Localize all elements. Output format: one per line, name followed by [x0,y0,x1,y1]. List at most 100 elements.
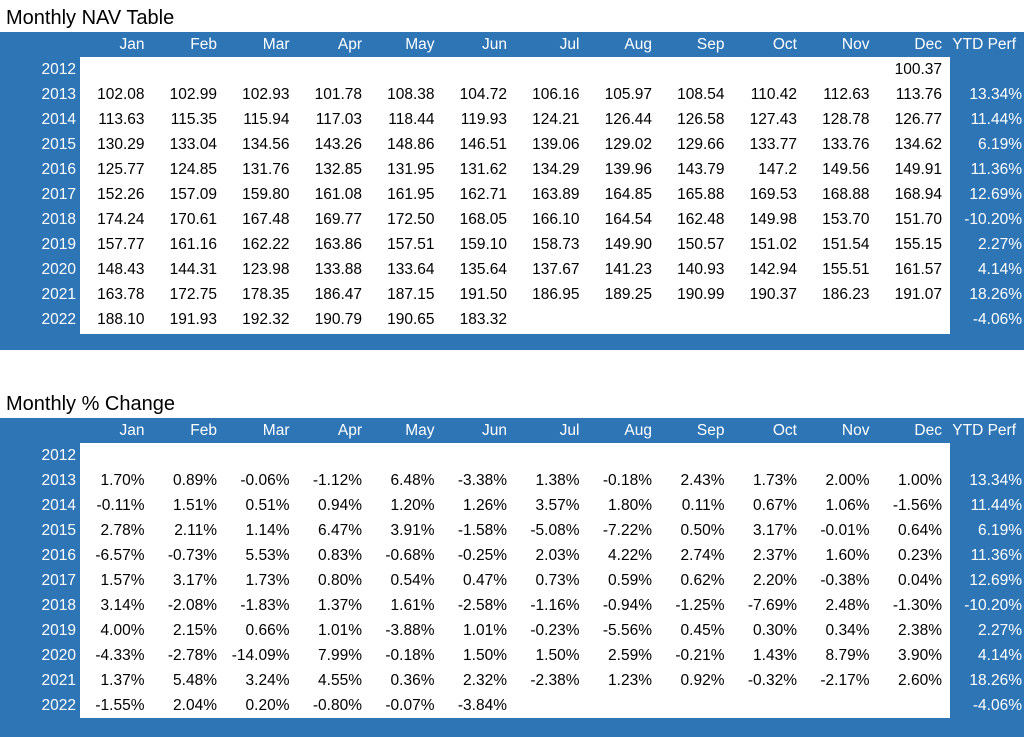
table-cell: 148.43 [80,257,153,282]
table-cell: 149.56 [805,157,878,182]
table-cell: 4.00% [80,618,153,643]
table-cell: 141.23 [587,257,660,282]
column-header: Aug [624,36,652,53]
table-cell: 1.57% [80,568,153,593]
table-cell: 117.03 [297,107,370,132]
table-cell: 0.30% [732,618,805,643]
table-cell: 186.23 [805,282,878,307]
table-grid: Jan Feb Mar Apr May Jun Jul Aug Sep Oct Nov Dec YTD … [0,418,1024,718]
table-cell [732,307,805,332]
table-cell: -0.23% [515,618,588,643]
table-cell: 126.58 [660,107,733,132]
table-cell: 100.37 [877,57,950,82]
table-cell: 187.15 [370,282,443,307]
table-cell [152,57,225,82]
table-cell: 0.80% [297,568,370,593]
table-cell: 127.43 [732,107,805,132]
table-cell: -0.32% [732,668,805,693]
table-cell: 108.38 [370,82,443,107]
row-year-label: 2021 [41,672,76,689]
row-year-label: 2017 [41,186,76,203]
table-cell: 163.86 [297,232,370,257]
table-cell: -2.08% [152,593,225,618]
table-cell: 1.14% [225,518,298,543]
table-cell: 3.90% [877,643,950,668]
ytd-perf-cell: 11.44% [970,497,1022,514]
table-cell: 190.79 [297,307,370,332]
row-year-label: 2018 [41,211,76,228]
table-cell: -1.55% [80,693,153,718]
table-cell: -0.68% [370,543,443,568]
table-cell: 1.51% [152,493,225,518]
table-cell: 0.04% [877,568,950,593]
row-year-label: 2014 [41,111,76,128]
table-cell: 0.23% [877,543,950,568]
row-year-label: 2020 [41,261,76,278]
column-header: Jan [119,422,145,439]
table-cell [660,57,733,82]
table-cell: 133.04 [152,132,225,157]
table-cell: 2.00% [805,468,878,493]
table-cell: 123.98 [225,257,298,282]
table-cell: 2.38% [877,618,950,643]
ytd-perf-cell: 11.36% [970,547,1022,564]
ytd-perf-cell: 2.27% [978,622,1022,639]
table-cell [587,443,660,468]
table-cell: 191.50 [442,282,515,307]
table-cell: 167.48 [225,207,298,232]
table-cell: -1.25% [660,593,733,618]
table-cell: -0.73% [152,543,225,568]
table-cell: 2.78% [80,518,153,543]
table-cell [587,693,660,718]
table-cell: 1.73% [225,568,298,593]
table-cell: -2.38% [515,668,588,693]
table-cell [877,307,950,332]
table-cell: 112.63 [805,82,878,107]
table-cell: 133.76 [805,132,878,157]
ytd-perf-cell: 12.69% [969,186,1022,203]
table-cell: 106.16 [515,82,588,107]
table-grid: Jan Feb Mar Apr May Jun Jul Aug Sep Oct Nov Dec YTD … [0,32,1024,332]
column-header: YTD Perf [952,422,1016,439]
table-cell: 105.97 [587,82,660,107]
table-cell [805,443,878,468]
table-cell: 2.60% [877,668,950,693]
ytd-perf-cell [950,57,1024,82]
table-cell: 174.24 [80,207,153,232]
table-cell: 0.11% [660,493,733,518]
table-cell: -0.25% [442,543,515,568]
table-cell: 157.09 [152,182,225,207]
ytd-perf-cell: 6.19% [978,522,1022,539]
table-cell [732,443,805,468]
table-cell: 2.43% [660,468,733,493]
table-cell: 161.16 [152,232,225,257]
ytd-perf-cell: -4.06% [972,697,1022,714]
table-cell: 1.01% [442,618,515,643]
table-cell: 3.91% [370,518,443,543]
table-cell: 137.67 [515,257,588,282]
table-cell: -1.12% [297,468,370,493]
table-cell: 149.98 [732,207,805,232]
table-cell: 142.94 [732,257,805,282]
table-cell: 101.78 [297,82,370,107]
table-cell [587,57,660,82]
column-header: Jul [559,36,580,53]
table-cell: 150.57 [660,232,733,257]
table-cell: 0.62% [660,568,733,593]
table-cell: 113.63 [80,107,153,132]
table-cell: 126.44 [587,107,660,132]
table-cell: 161.08 [297,182,370,207]
table-cell: 144.31 [152,257,225,282]
ytd-perf-cell: -10.20% [964,211,1022,228]
table-cell: -1.58% [442,518,515,543]
row-year-label: 2019 [41,622,76,639]
table-cell: -0.18% [587,468,660,493]
table-cell: 1.50% [515,643,588,668]
table-cell: 139.06 [515,132,588,157]
table-cell: 0.89% [152,468,225,493]
table-cell: 2.03% [515,543,588,568]
table-cell [587,307,660,332]
table-cell: 3.24% [225,668,298,693]
table-cell: -6.57% [80,543,153,568]
nav-table-title: Monthly NAV Table [6,7,175,29]
